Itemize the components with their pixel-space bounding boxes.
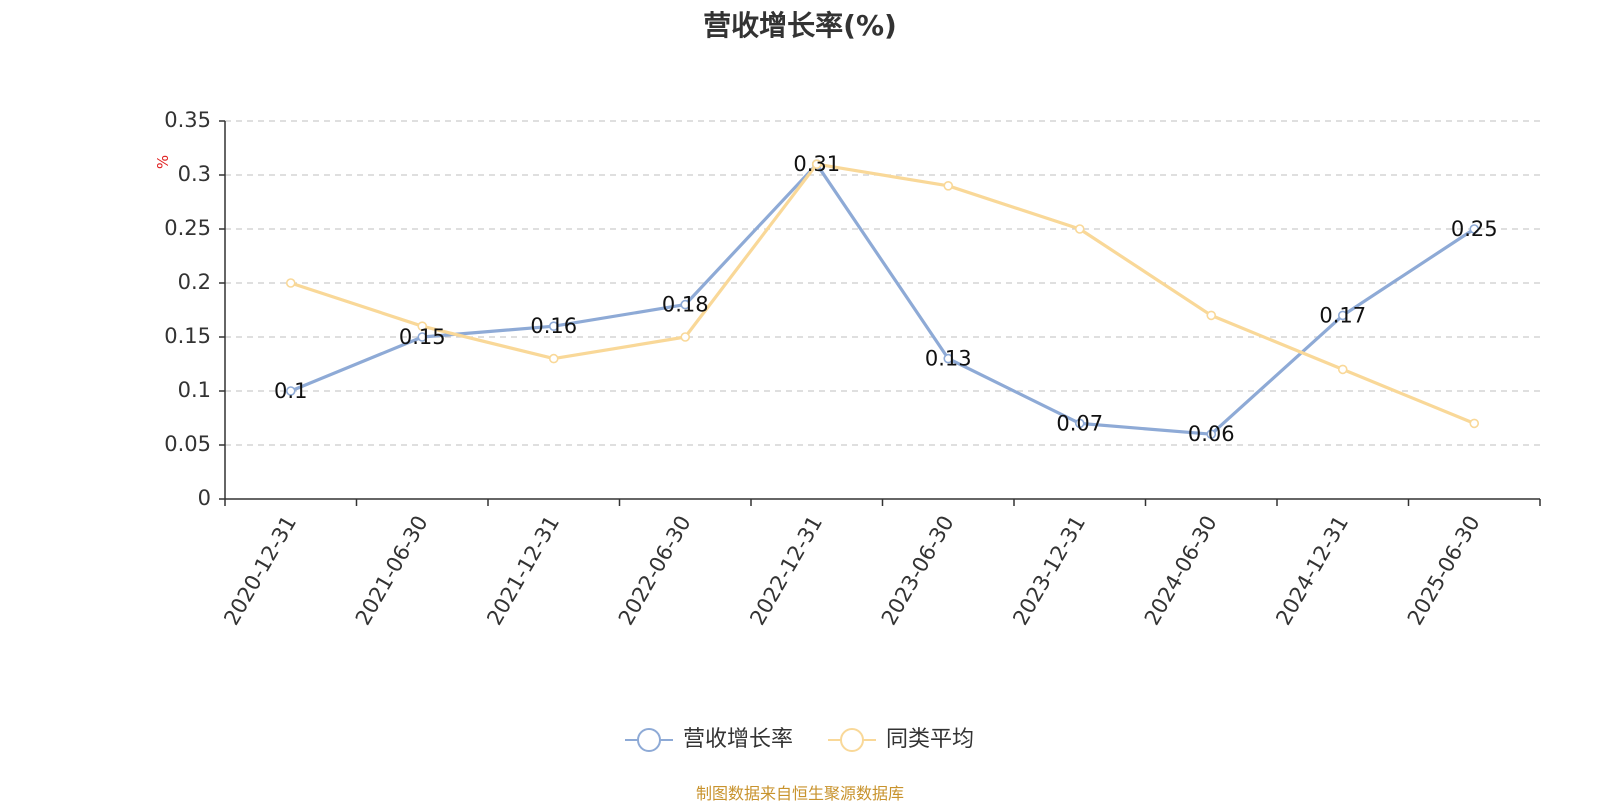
data-label: 0.07 — [1056, 411, 1103, 435]
data-point — [548, 353, 559, 364]
x-tick-label: 2023-12-31 — [1008, 512, 1090, 630]
data-labels: 0.1 0.15 0.16 0.18 0.31 0.13 0.07 0.06 0.17 0.25 — [274, 152, 1498, 446]
data-label: 0.06 — [1188, 422, 1235, 446]
data-point — [943, 353, 954, 364]
legend-marker — [637, 728, 661, 752]
data-point — [1469, 224, 1480, 234]
data-label: 0.31 — [793, 152, 840, 176]
x-tick-label: 2022-06-30 — [614, 512, 696, 630]
data-label: 0.15 — [399, 325, 446, 349]
data-point — [548, 321, 559, 332]
data-point — [1206, 429, 1217, 440]
x-tick-label: 2020-12-31 — [219, 512, 301, 630]
legend-item[interactable]: 同类平均 — [828, 727, 974, 752]
data-point — [285, 278, 296, 288]
x-tick-label: 2022-12-31 — [745, 512, 827, 630]
data-point — [417, 321, 428, 332]
data-point — [680, 299, 691, 310]
data-label: 0.13 — [925, 347, 972, 371]
data-point — [1074, 418, 1085, 429]
data-point — [1206, 310, 1217, 321]
y-tick-label: 0.2 — [178, 270, 211, 294]
y-tick-label: 0.1 — [178, 378, 211, 402]
legend-label: 营收增长率 — [683, 727, 793, 752]
legend-item[interactable]: 营收增长率 — [625, 727, 793, 752]
data-label: 0.25 — [1451, 217, 1498, 241]
y-tick-label: 0.3 — [178, 162, 211, 186]
x-tick-label: 2024-06-30 — [1140, 512, 1222, 630]
data-label: 0.17 — [1319, 303, 1366, 327]
source-note: 制图数据来自恒生聚源数据库 — [695, 784, 904, 803]
data-point — [285, 386, 296, 396]
data-point — [811, 159, 822, 169]
x-tick-label: 2025-06-30 — [1403, 512, 1485, 630]
axes: 0 0.05 0.1 0.15 0.2 0.25 0.3 0.35% 2020-12-31 202… — [154, 108, 1541, 630]
x-tick-label: 2021-12-31 — [482, 512, 564, 630]
y-tick-label: 0.25 — [164, 216, 211, 240]
legend-marker — [840, 728, 864, 752]
x-tick-label: 2023-06-30 — [877, 512, 959, 630]
x-tick-label: 2024-12-31 — [1271, 512, 1353, 630]
legend-label: 同类平均 — [886, 727, 974, 752]
data-point — [1074, 224, 1085, 234]
y-tick-label: 0.35 — [164, 108, 211, 132]
data-label: 0.16 — [530, 314, 577, 338]
series-lines — [285, 159, 1480, 440]
series-line — [290, 162, 1475, 425]
data-point — [1337, 364, 1348, 375]
data-point — [1469, 418, 1480, 429]
data-label: 0.18 — [662, 293, 709, 317]
data-point — [943, 181, 954, 191]
series-line — [290, 162, 1476, 436]
y-axis-unit-label: % — [154, 155, 172, 169]
data-point — [1337, 310, 1348, 321]
y-tick-label: 0.15 — [164, 324, 211, 348]
data-point — [417, 332, 428, 342]
grid-lines — [225, 120, 1540, 446]
y-tick-label: 0 — [198, 486, 211, 510]
chart-title: 营收增长率(%) — [703, 9, 897, 42]
y-tick-label: 0.05 — [164, 432, 211, 456]
x-tick-label: 2021-06-30 — [351, 512, 433, 630]
data-label: 0.1 — [274, 379, 307, 403]
legend[interactable]: 营收增长率 同类平均 — [625, 727, 974, 752]
data-point — [680, 332, 691, 342]
